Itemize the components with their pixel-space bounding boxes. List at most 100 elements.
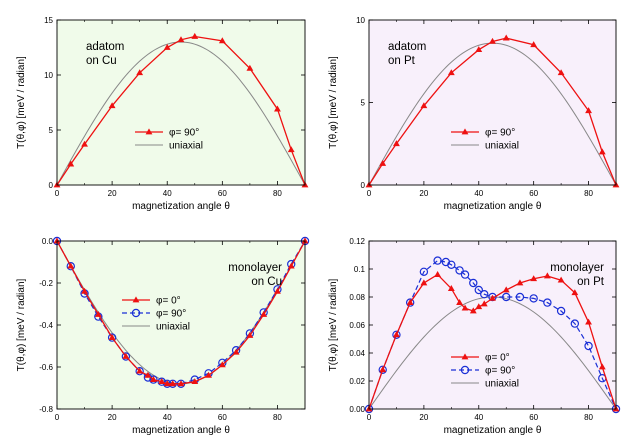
x-axis-label: magnetization angle θ [132, 425, 230, 436]
phi-point [461, 304, 469, 311]
phi-point [469, 307, 477, 314]
legend-marker-triangle [145, 128, 153, 135]
legend-label: uniaxial [169, 141, 203, 152]
phi-point [543, 272, 551, 279]
phi-point [246, 64, 254, 71]
panel-annotation: on Cu [251, 276, 282, 288]
phi-point [158, 378, 166, 385]
plot-frame [56, 19, 306, 186]
legend-label: φ= 0° [485, 353, 510, 364]
phi-point [163, 43, 171, 50]
phi90-point [447, 260, 456, 269]
x-tick-label: 80 [273, 413, 282, 422]
phi-point [81, 287, 88, 294]
x-tick-label: 40 [474, 189, 483, 198]
x-tick-label: 80 [273, 189, 282, 198]
phi-point [169, 380, 177, 387]
phi-point [191, 378, 199, 385]
legend-label: uniaxial [156, 322, 190, 333]
x-tick-label: 20 [108, 413, 117, 422]
phi-point [81, 140, 88, 147]
plot-background [57, 20, 305, 185]
y-tick-label: 0 [49, 181, 54, 190]
phi-point [434, 271, 442, 277]
phi-point [480, 300, 488, 307]
y-axis-label: T(θ,φ) [meV / radian] [328, 278, 339, 371]
y-tick-label: 0 [361, 181, 366, 190]
phi-point [557, 69, 565, 76]
x-axis-label: magnetization angle θ [444, 425, 542, 436]
panel-bottom-left: 0 20 40 60 80 -0.8 -0.6 -0.4 -0.2 0.0 magnetizatio… [16, 236, 310, 436]
phi-point [260, 310, 268, 317]
phi-line [56, 240, 306, 385]
phi-point [530, 275, 538, 282]
y-tick-label: 5 [49, 126, 54, 135]
phi90-point [392, 330, 401, 339]
phi-point [502, 286, 510, 293]
phi-point [475, 303, 483, 310]
panel-annotation: adatom [86, 41, 124, 53]
phi-point [287, 146, 295, 153]
legend-label: φ= 90° [156, 309, 186, 320]
phi-point [136, 69, 144, 76]
x-tick-label: 40 [163, 189, 172, 198]
x-tick-label: 60 [218, 189, 227, 198]
phi-point [274, 105, 281, 112]
y-tick-label: 15 [44, 16, 53, 25]
panel-top-right: 0 20 40 60 80 0 5 10 magnetization angle θ T(θ,φ)… [328, 16, 620, 212]
phi-point [447, 285, 455, 291]
phi90-point [474, 285, 483, 295]
plot-frame [368, 19, 617, 186]
x-tick-label: 40 [474, 413, 483, 422]
y-tick-label: -0.6 [39, 363, 53, 372]
phi-point [447, 69, 455, 76]
phi-point [163, 380, 171, 387]
y-tick-label: 0.0 [42, 237, 54, 246]
phi90-point [378, 365, 387, 374]
phi90-point [480, 290, 489, 299]
phi-point [177, 36, 185, 43]
phi-point [67, 262, 75, 269]
y-tick-label: 5 [361, 99, 366, 108]
x-tick-label: 20 [108, 189, 117, 198]
phi90-point [570, 319, 580, 328]
phi-point [108, 334, 116, 340]
phi-point [585, 107, 592, 114]
phi-point [420, 102, 428, 109]
legend-label: φ= 90° [485, 128, 515, 139]
phi-point [557, 276, 565, 283]
phi90-point [455, 266, 464, 275]
y-tick-label: -0.4 [39, 321, 53, 330]
x-tick-label: 60 [529, 189, 538, 198]
legend-marker-triangle [132, 296, 140, 303]
y-tick-label: 10 [356, 16, 365, 25]
phi-point [585, 318, 592, 325]
x-tick-label: 0 [55, 189, 60, 198]
phi90-point [419, 267, 429, 276]
y-tick-label: 10 [44, 71, 53, 80]
y-axis-label: T(θ,φ) [meV / radian] [16, 56, 27, 149]
panel-annotation: adatom [388, 41, 426, 53]
phi-point [177, 380, 185, 387]
legend-marker-circle [460, 365, 470, 375]
phi-point [287, 262, 295, 269]
phi-point [571, 289, 579, 296]
phi-point [136, 367, 144, 374]
x-axis-label: magnetization angle θ [444, 201, 542, 212]
phi-point [94, 310, 102, 317]
phi-point [108, 102, 116, 109]
phi-point [246, 331, 254, 338]
legend-marker-triangle [461, 128, 469, 135]
legend-marker-circle [131, 308, 141, 318]
phi-point [475, 46, 483, 53]
x-axis-label: magnetization angle θ [132, 201, 230, 212]
y-tick-label: 0.1 [354, 265, 366, 274]
phi-point [274, 287, 281, 294]
panel-top-left: 0 20 40 60 80 0 5 10 15 magnetization angle θ T(θ,… [16, 16, 309, 212]
plot-background [369, 20, 616, 185]
phi-point [420, 279, 428, 286]
phi-point [218, 37, 226, 44]
x-tick-label: 60 [218, 413, 227, 422]
x-tick-label: 40 [163, 413, 172, 422]
